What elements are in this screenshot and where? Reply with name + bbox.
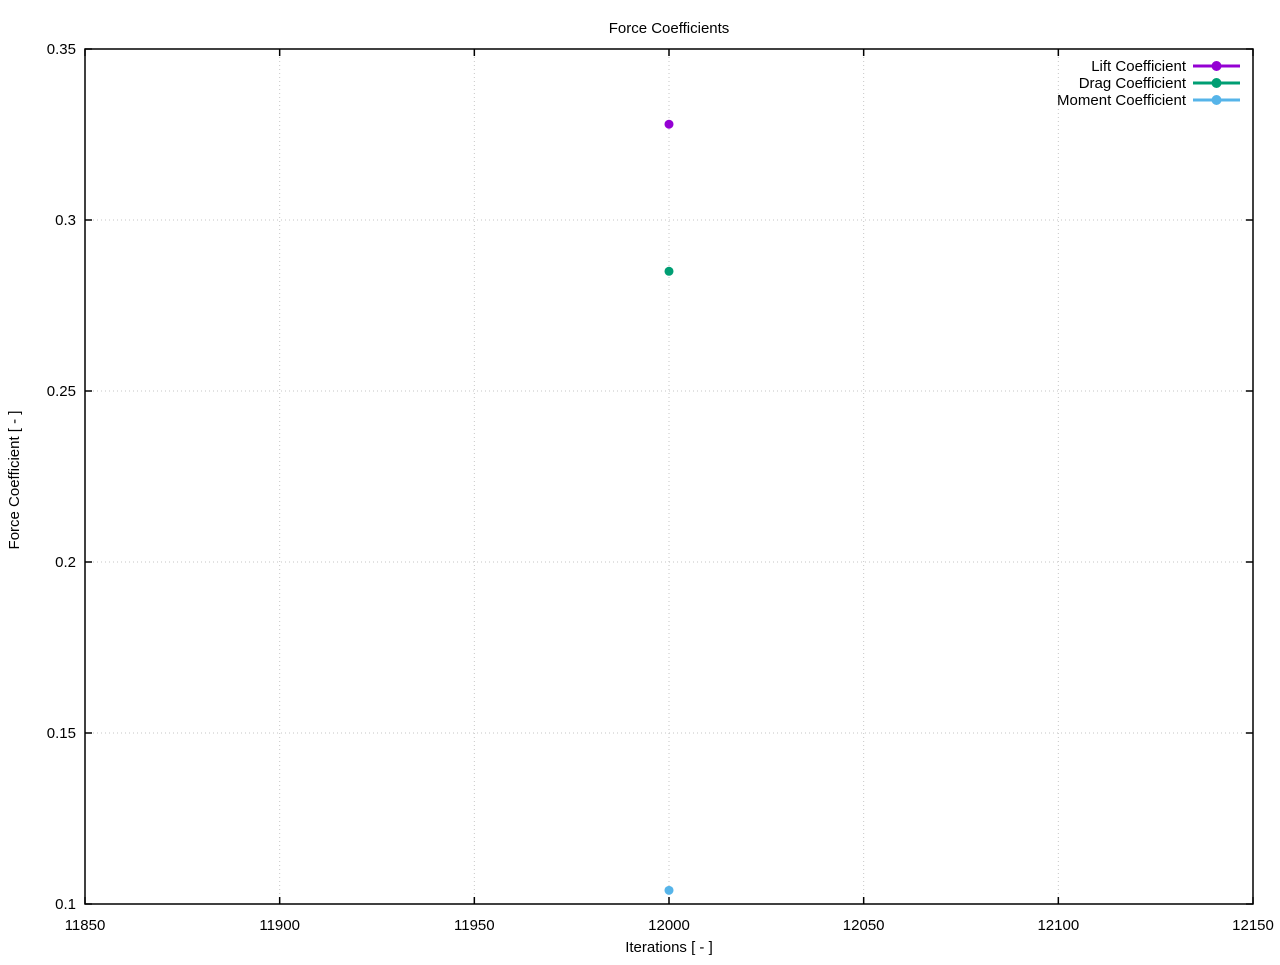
legend-label: Moment Coefficient [1057,92,1187,109]
legend-label: Lift Coefficient [1091,58,1187,75]
legend-marker [1211,95,1222,105]
grid [85,49,1253,904]
y-tick-label: 0.35 [47,41,76,58]
y-tick-label: 0.15 [47,725,76,742]
legend-marker [1211,61,1222,71]
x-tick-label: 11950 [454,917,495,934]
y-tick-label: 0.1 [55,896,76,913]
y-tick-label: 0.3 [55,212,76,229]
y-axis-label: Force Coefficient [ - ] [6,411,23,550]
data-points [664,119,674,895]
plot-border [84,48,1254,905]
x-tick-label: 12150 [1232,917,1274,934]
legend-marker [1211,78,1222,88]
data-point [664,266,674,276]
x-tick-label: 12050 [843,917,885,934]
x-tick-label: 12000 [648,917,690,934]
chart-title: Force Coefficients [609,20,730,37]
data-point [664,885,674,895]
x-axis-label: Iterations [ - ] [625,939,713,956]
legend-label: Drag Coefficient [1079,75,1187,92]
x-tick-label: 11900 [259,917,300,934]
x-tick-label: 11850 [65,917,106,934]
axis-tick-labels: 11850 11900 11950 12000 12050 12100 12150 0.1 0.… [47,41,1274,934]
x-tick-label: 12100 [1037,917,1079,934]
y-tick-label: 0.25 [47,383,76,400]
data-point [664,119,674,129]
y-tick-label: 0.2 [55,554,76,571]
